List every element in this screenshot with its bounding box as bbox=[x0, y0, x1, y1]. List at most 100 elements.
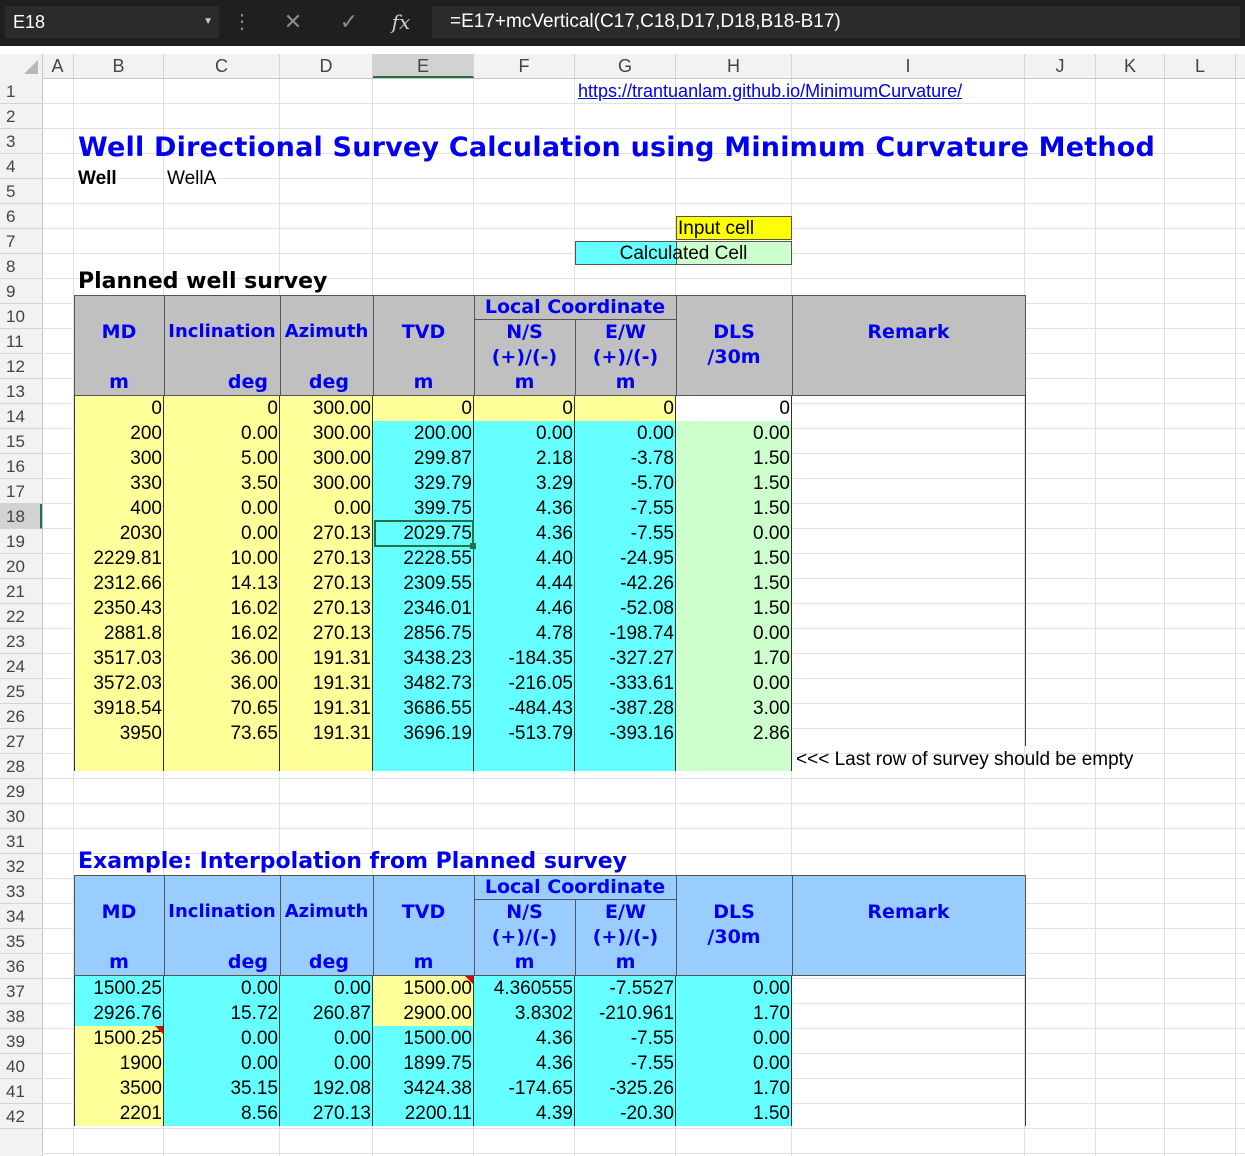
planned-cell[interactable]: -24.95 bbox=[620, 548, 674, 569]
column-header-g[interactable]: G bbox=[575, 54, 676, 78]
row-header-15[interactable]: 15 bbox=[0, 429, 42, 454]
name-box[interactable]: E18 ▼ bbox=[5, 6, 219, 38]
planned-cell[interactable]: 0.00 bbox=[753, 523, 790, 544]
insert-function-icon[interactable]: fx bbox=[391, 10, 411, 34]
planned-cell[interactable]: 0.00 bbox=[241, 523, 278, 544]
planned-cell[interactable]: 73.65 bbox=[230, 723, 278, 744]
row-header-13[interactable]: 13 bbox=[0, 379, 42, 404]
planned-cell[interactable]: 0 bbox=[151, 398, 162, 419]
row-header-31[interactable]: 31 bbox=[0, 829, 42, 854]
planned-cell[interactable]: -393.16 bbox=[609, 723, 674, 744]
planned-cell[interactable]: -184.35 bbox=[508, 648, 573, 669]
example-cell[interactable]: -7.55 bbox=[630, 1028, 674, 1049]
row-header-21[interactable]: 21 bbox=[0, 579, 42, 604]
row-header-16[interactable]: 16 bbox=[0, 454, 42, 479]
planned-cell[interactable]: 2881.8 bbox=[103, 623, 162, 644]
example-cell[interactable]: 0.00 bbox=[753, 1053, 790, 1074]
row-header-29[interactable]: 29 bbox=[0, 779, 42, 804]
row-header-4[interactable]: 4 bbox=[0, 154, 42, 179]
planned-cell[interactable]: 3482.73 bbox=[403, 673, 472, 694]
planned-cell[interactable]: -52.08 bbox=[620, 598, 674, 619]
planned-cell[interactable]: 329.79 bbox=[413, 473, 472, 494]
column-header-e[interactable]: E bbox=[373, 54, 474, 78]
row-header-10[interactable]: 10 bbox=[0, 304, 42, 329]
example-cell[interactable]: 2926.76 bbox=[93, 1003, 162, 1024]
column-header-d[interactable]: D bbox=[280, 54, 373, 78]
planned-cell[interactable]: 2.18 bbox=[536, 448, 573, 469]
row-header-2[interactable]: 2 bbox=[0, 104, 42, 129]
row-header-34[interactable]: 34 bbox=[0, 904, 42, 929]
planned-cell[interactable]: 300.00 bbox=[312, 398, 371, 419]
fill-handle[interactable] bbox=[470, 543, 476, 549]
example-cell[interactable]: 1900 bbox=[119, 1053, 162, 1074]
planned-cell[interactable]: -387.28 bbox=[609, 698, 674, 719]
planned-cell[interactable]: -7.55 bbox=[630, 523, 674, 544]
example-cell[interactable]: 8.56 bbox=[241, 1103, 278, 1124]
example-cell[interactable]: 4.36 bbox=[536, 1053, 573, 1074]
example-cell[interactable]: -7.5527 bbox=[609, 978, 674, 999]
planned-cell[interactable]: 0 bbox=[267, 398, 278, 419]
planned-cell[interactable]: 0 bbox=[562, 398, 573, 419]
planned-cell[interactable]: 3950 bbox=[119, 723, 162, 744]
example-cell[interactable]: 0.00 bbox=[241, 978, 278, 999]
enter-icon[interactable]: ✓ bbox=[339, 9, 359, 34]
row-header-30[interactable]: 30 bbox=[0, 804, 42, 829]
planned-cell[interactable]: 3.00 bbox=[753, 698, 790, 719]
formula-input[interactable]: =E17+mcVertical(C17,C18,D17,D18,B18-B17) bbox=[432, 6, 1240, 38]
planned-cell[interactable]: 299.87 bbox=[413, 448, 472, 469]
row-header-6[interactable]: 6 bbox=[0, 204, 42, 229]
planned-cell[interactable]: 270.13 bbox=[312, 623, 371, 644]
row-header-36[interactable]: 36 bbox=[0, 954, 42, 979]
planned-cell[interactable]: -198.74 bbox=[609, 623, 674, 644]
planned-cell[interactable]: 1.50 bbox=[753, 448, 790, 469]
planned-cell[interactable]: 3.29 bbox=[536, 473, 573, 494]
planned-cell[interactable]: 300.00 bbox=[312, 423, 371, 444]
row-header-18[interactable]: 18 bbox=[0, 504, 42, 529]
planned-cell[interactable]: -5.70 bbox=[630, 473, 674, 494]
planned-cell[interactable]: 191.31 bbox=[312, 648, 371, 669]
example-cell[interactable]: 1500.00 bbox=[403, 978, 472, 999]
example-cell[interactable]: 0.00 bbox=[753, 978, 790, 999]
example-cell[interactable]: 0.00 bbox=[334, 1053, 371, 1074]
example-cell[interactable]: 1.70 bbox=[753, 1003, 790, 1024]
example-cell[interactable]: 35.15 bbox=[230, 1078, 278, 1099]
chevron-down-icon[interactable]: ▼ bbox=[203, 16, 213, 27]
example-cell[interactable]: 1.50 bbox=[753, 1103, 790, 1124]
example-cell[interactable]: -210.961 bbox=[598, 1003, 674, 1024]
planned-cell[interactable]: 300.00 bbox=[312, 473, 371, 494]
row-header-33[interactable]: 33 bbox=[0, 879, 42, 904]
planned-cell[interactable]: 300.00 bbox=[312, 448, 371, 469]
planned-cell[interactable]: 270.13 bbox=[312, 598, 371, 619]
planned-cell[interactable]: 0.00 bbox=[241, 498, 278, 519]
column-header-b[interactable]: B bbox=[74, 54, 164, 78]
planned-cell[interactable]: 70.65 bbox=[230, 698, 278, 719]
planned-cell[interactable]: 0 bbox=[663, 398, 674, 419]
planned-cell[interactable]: 2029.75 bbox=[403, 523, 472, 544]
example-cell[interactable]: -325.26 bbox=[609, 1078, 674, 1099]
row-header-41[interactable]: 41 bbox=[0, 1079, 42, 1104]
example-cell[interactable]: 0.00 bbox=[241, 1053, 278, 1074]
row-header-19[interactable]: 19 bbox=[0, 529, 42, 554]
row-header-5[interactable]: 5 bbox=[0, 179, 42, 204]
row-header-8[interactable]: 8 bbox=[0, 254, 42, 279]
planned-cell[interactable]: 2309.55 bbox=[403, 573, 472, 594]
example-cell[interactable]: 4.360555 bbox=[493, 978, 573, 999]
planned-cell[interactable]: 4.40 bbox=[536, 548, 573, 569]
more-options-icon[interactable]: ⋮ bbox=[232, 11, 252, 33]
example-cell[interactable]: 0.00 bbox=[334, 1028, 371, 1049]
column-header-k[interactable]: K bbox=[1096, 54, 1165, 78]
planned-cell[interactable]: 4.36 bbox=[536, 523, 573, 544]
planned-cell[interactable]: 330 bbox=[130, 473, 162, 494]
row-header-28[interactable]: 28 bbox=[0, 754, 42, 779]
example-cell[interactable]: 0.00 bbox=[334, 978, 371, 999]
row-header-35[interactable]: 35 bbox=[0, 929, 42, 954]
planned-cell[interactable]: 3696.19 bbox=[403, 723, 472, 744]
planned-cell[interactable]: 4.46 bbox=[536, 598, 573, 619]
planned-cell[interactable]: 0.00 bbox=[637, 423, 674, 444]
row-header-39[interactable]: 39 bbox=[0, 1029, 42, 1054]
example-cell[interactable]: 2900.00 bbox=[403, 1003, 472, 1024]
planned-cell[interactable]: 2.86 bbox=[753, 723, 790, 744]
row-header-24[interactable]: 24 bbox=[0, 654, 42, 679]
planned-cell[interactable]: 0.00 bbox=[536, 423, 573, 444]
planned-cell[interactable]: 2312.66 bbox=[93, 573, 162, 594]
